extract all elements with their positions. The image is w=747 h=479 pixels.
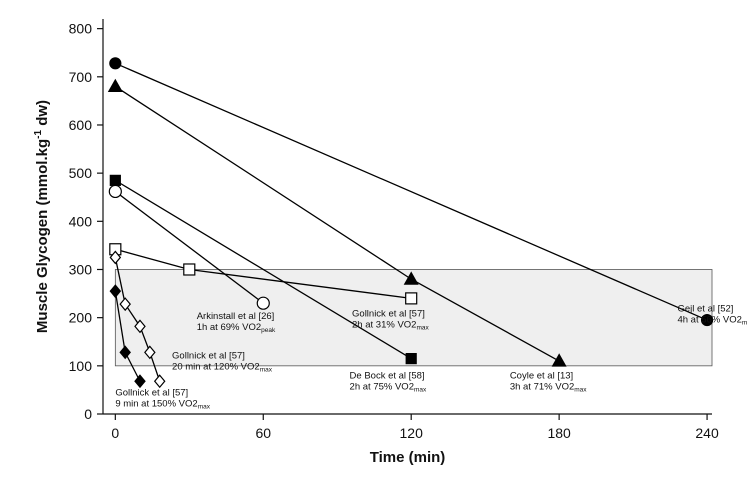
y-tick-label: 800 xyxy=(69,21,93,37)
series-line-gejl xyxy=(115,62,708,321)
annotation-arkinstall: Arkinstall et al [26] 1h at 69% VO2peak xyxy=(197,311,276,334)
x-tick-label: 240 xyxy=(695,425,719,441)
annotation-line1: Gollnick et al [57] xyxy=(352,309,425,320)
data-point-gollnick120 xyxy=(134,319,146,334)
y-axis-title-end: dw) xyxy=(34,100,51,130)
series-gejl xyxy=(109,57,714,327)
data-point-coyle xyxy=(403,271,419,285)
data-point-arkinstall xyxy=(256,296,270,310)
annotation-subscript: max xyxy=(574,386,587,393)
x-tick-label: 0 xyxy=(111,425,119,441)
data-point-coyle xyxy=(551,353,567,367)
annotation-line1: Gollnick et al [57] xyxy=(172,351,245,362)
series-gollnick150 xyxy=(109,284,146,389)
annotation-line2: 4h at 56% VO2 xyxy=(677,314,741,325)
x-axis-title: Time (min) xyxy=(370,449,446,466)
data-point-gollnick120 xyxy=(119,297,131,312)
annotation-coyle: Coyle et al [13] 3h at 71% VO2max xyxy=(510,370,587,393)
series-debock xyxy=(109,174,417,365)
data-point-gollnick150 xyxy=(109,284,122,299)
annotation-subscript: max xyxy=(198,404,211,411)
annotation-line2: 2h at 75% VO2 xyxy=(350,381,414,392)
data-point-gollnick31 xyxy=(405,292,418,305)
y-axis-title: Muscle Glycogen (mmol.kg-1 dw) xyxy=(33,100,51,333)
annotation-gejl: Gejl et al [52]4h at 56% VO2max xyxy=(677,303,747,326)
data-point-gejl xyxy=(109,57,122,70)
y-tick-label: 0 xyxy=(84,406,92,422)
y-tick-label: 500 xyxy=(69,165,93,181)
y-axis-title-main: Muscle Glycogen (mmol.kg xyxy=(34,139,51,333)
data-point-debock xyxy=(405,353,417,365)
annotation-subscript: max xyxy=(260,367,273,374)
annotation-gollnick150: Gollnick et al [57] 9 min at 150% VO2max xyxy=(115,388,210,411)
annotation-line1: Coyle et al [13] xyxy=(510,370,573,381)
y-tick-label: 300 xyxy=(69,261,93,277)
series-coyle xyxy=(107,78,567,367)
data-point-gollnick150 xyxy=(134,374,146,389)
y-tick-label: 100 xyxy=(69,358,93,374)
annotation-line1: De Bock et al [58] xyxy=(350,370,425,381)
data-point-gollnick120 xyxy=(144,345,156,360)
y-tick-label: 700 xyxy=(69,69,93,85)
series-line-arkinstall xyxy=(114,190,264,304)
y-axis-title-sup: -1 xyxy=(33,130,44,139)
annotation-line2: 20 min at 120% VO2 xyxy=(172,362,260,373)
annotation-gollnick31: Gollnick et al [57] 2h at 31% VO2max xyxy=(352,309,429,332)
data-point-coyle xyxy=(107,78,123,93)
data-point-gollnick120 xyxy=(109,250,122,265)
y-tick-label: 200 xyxy=(69,310,93,326)
data-point-gollnick150 xyxy=(119,345,131,360)
data-point-gejl xyxy=(700,313,714,327)
y-tick-label: 400 xyxy=(69,213,93,229)
annotation-line1: Gejl et al [52] xyxy=(677,303,733,314)
annotation-line2: 2h at 31% VO2 xyxy=(352,320,416,331)
series-gollnick120 xyxy=(109,250,166,389)
x-tick-label: 60 xyxy=(255,425,271,441)
annotation-line2: 3h at 71% VO2 xyxy=(510,381,574,392)
data-point-gollnick31 xyxy=(183,263,196,276)
annotation-subscript: max xyxy=(414,386,427,393)
annotation-line1: Arkinstall et al [26] xyxy=(197,311,275,322)
series-line-debock xyxy=(114,179,412,360)
data-point-debock xyxy=(109,174,121,186)
x-tick-label: 120 xyxy=(400,425,424,441)
annotation-line2: 9 min at 150% VO2 xyxy=(115,399,197,410)
annotation-gollnick120: Gollnick et al [57] 20 min at 120% VO2max xyxy=(172,351,273,374)
annotation-subscript: peak xyxy=(261,327,276,334)
data-point-gollnick120 xyxy=(153,374,166,389)
data-point-arkinstall xyxy=(108,184,122,199)
annotation-debock: De Bock et al [58] 2h at 75% VO2max xyxy=(350,370,427,393)
x-tick-label: 180 xyxy=(547,425,571,441)
annotation-subscript: max xyxy=(416,325,429,332)
annotation-line1: Gollnick et al [57] xyxy=(115,388,188,399)
y-tick-label: 600 xyxy=(69,117,93,133)
annotation-subscript: max xyxy=(742,319,747,326)
shaded-band xyxy=(114,269,713,367)
series-arkinstall xyxy=(108,184,270,310)
annotation-line2: 1h at 69% VO2 xyxy=(197,322,261,333)
